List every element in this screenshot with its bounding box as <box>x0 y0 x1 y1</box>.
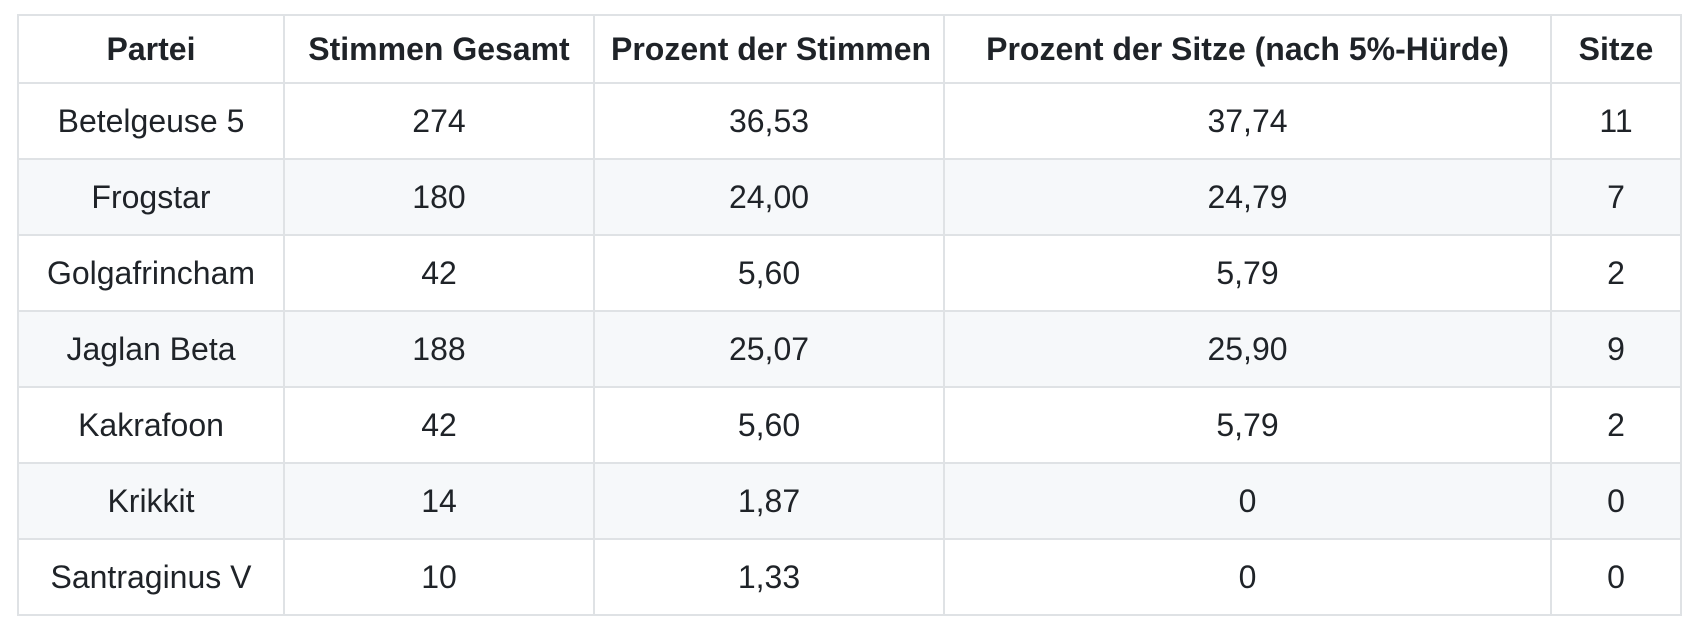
cell-partei: Frogstar <box>17 158 285 236</box>
header-stimmen-gesamt: Stimmen Gesamt <box>283 14 595 84</box>
table-row-golgafrincham: Golgafrincham 42 5,60 5,79 2 <box>17 234 1682 312</box>
cell-sitze: 2 <box>1550 386 1682 464</box>
cell-sitze: 2 <box>1550 234 1682 312</box>
cell-prozent-sitze: 0 <box>943 462 1552 540</box>
table-row-krikkit: Krikkit 14 1,87 0 0 <box>17 462 1682 540</box>
cell-partei: Krikkit <box>17 462 285 540</box>
cell-partei: Golgafrincham <box>17 234 285 312</box>
cell-partei: Santraginus V <box>17 538 285 616</box>
table-row-kakrafoon: Kakrafoon 42 5,60 5,79 2 <box>17 386 1682 464</box>
table-row-santraginus-v: Santraginus V 10 1,33 0 0 <box>17 538 1682 616</box>
table-row-betelgeuse-5: Betelgeuse 5 274 36,53 37,74 11 <box>17 82 1682 160</box>
cell-stimmen-gesamt: 14 <box>283 462 595 540</box>
table-header-row: Partei Stimmen Gesamt Prozent der Stimme… <box>17 14 1682 84</box>
cell-prozent-stimmen: 1,33 <box>593 538 945 616</box>
header-prozent-sitze: Prozent der Sitze (nach 5%-Hürde) <box>943 14 1552 84</box>
cell-stimmen-gesamt: 188 <box>283 310 595 388</box>
cell-prozent-sitze: 5,79 <box>943 386 1552 464</box>
cell-prozent-stimmen: 5,60 <box>593 386 945 464</box>
cell-sitze: 0 <box>1550 462 1682 540</box>
cell-sitze: 0 <box>1550 538 1682 616</box>
header-partei: Partei <box>17 14 285 84</box>
cell-stimmen-gesamt: 10 <box>283 538 595 616</box>
header-prozent-stimmen: Prozent der Stimmen <box>593 14 945 84</box>
cell-sitze: 9 <box>1550 310 1682 388</box>
cell-partei: Betelgeuse 5 <box>17 82 285 160</box>
cell-stimmen-gesamt: 180 <box>283 158 595 236</box>
cell-prozent-stimmen: 36,53 <box>593 82 945 160</box>
cell-sitze: 7 <box>1550 158 1682 236</box>
election-results-table: Partei Stimmen Gesamt Prozent der Stimme… <box>17 14 1682 616</box>
cell-partei: Jaglan Beta <box>17 310 285 388</box>
cell-prozent-sitze: 5,79 <box>943 234 1552 312</box>
cell-sitze: 11 <box>1550 82 1682 160</box>
cell-prozent-stimmen: 5,60 <box>593 234 945 312</box>
table-row-jaglan-beta: Jaglan Beta 188 25,07 25,90 9 <box>17 310 1682 388</box>
cell-partei: Kakrafoon <box>17 386 285 464</box>
cell-prozent-sitze: 0 <box>943 538 1552 616</box>
cell-prozent-stimmen: 1,87 <box>593 462 945 540</box>
cell-prozent-sitze: 25,90 <box>943 310 1552 388</box>
cell-prozent-sitze: 37,74 <box>943 82 1552 160</box>
table-row-frogstar: Frogstar 180 24,00 24,79 7 <box>17 158 1682 236</box>
cell-stimmen-gesamt: 42 <box>283 386 595 464</box>
header-sitze: Sitze <box>1550 14 1682 84</box>
cell-stimmen-gesamt: 274 <box>283 82 595 160</box>
cell-stimmen-gesamt: 42 <box>283 234 595 312</box>
cell-prozent-sitze: 24,79 <box>943 158 1552 236</box>
cell-prozent-stimmen: 24,00 <box>593 158 945 236</box>
cell-prozent-stimmen: 25,07 <box>593 310 945 388</box>
